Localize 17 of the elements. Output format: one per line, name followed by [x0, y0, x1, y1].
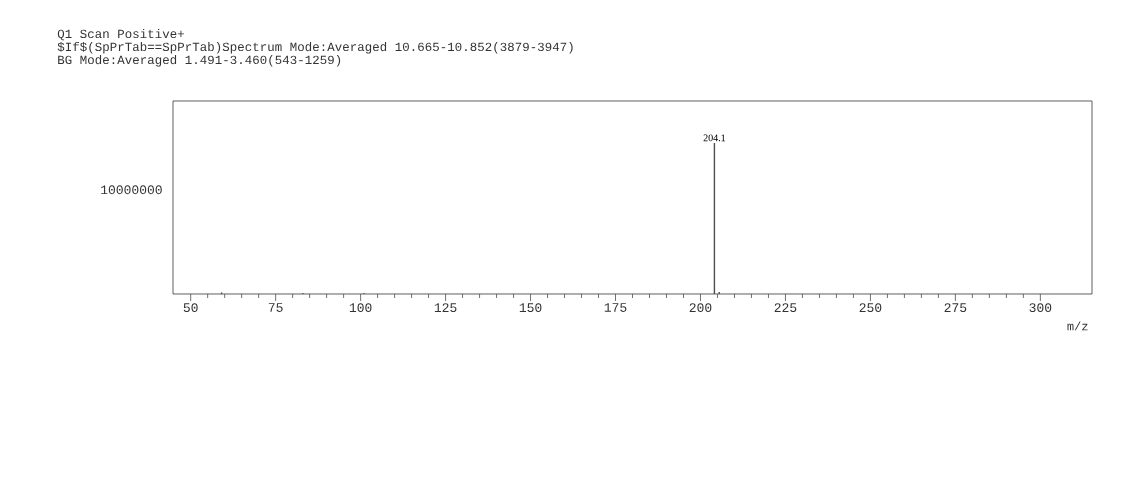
x-tick-label: 225: [774, 303, 797, 313]
chart-subtitle: $If$(SpPrTab==SpPrTab)Spectrum Mode:Averaged 10.665-10.852(3879-3947): [57, 41, 573, 54]
x-tick-label: 175: [604, 303, 627, 312]
annotation: 204.1: [703, 134, 726, 142]
x-tick-label: 250: [859, 303, 882, 313]
text: BG Mode:Averaged 1.491-3.460(543-1259): [58, 54, 341, 67]
chart-title: Q1 Scan Positive+: [57, 28, 184, 41]
x-tick-label: 275: [944, 303, 967, 313]
x-tick-label: 300: [1029, 303, 1052, 313]
x-tick-label: 125: [434, 303, 457, 313]
x-tick-label: 150: [519, 303, 542, 313]
x-tick-label: 100: [349, 303, 372, 313]
x-tick-label: 50: [183, 303, 198, 313]
x-axis-title: m/z: [1067, 321, 1088, 331]
text: 10000000: [101, 185, 162, 195]
x-tick-label: 75: [268, 303, 283, 312]
x-tick-label: 200: [689, 303, 712, 313]
